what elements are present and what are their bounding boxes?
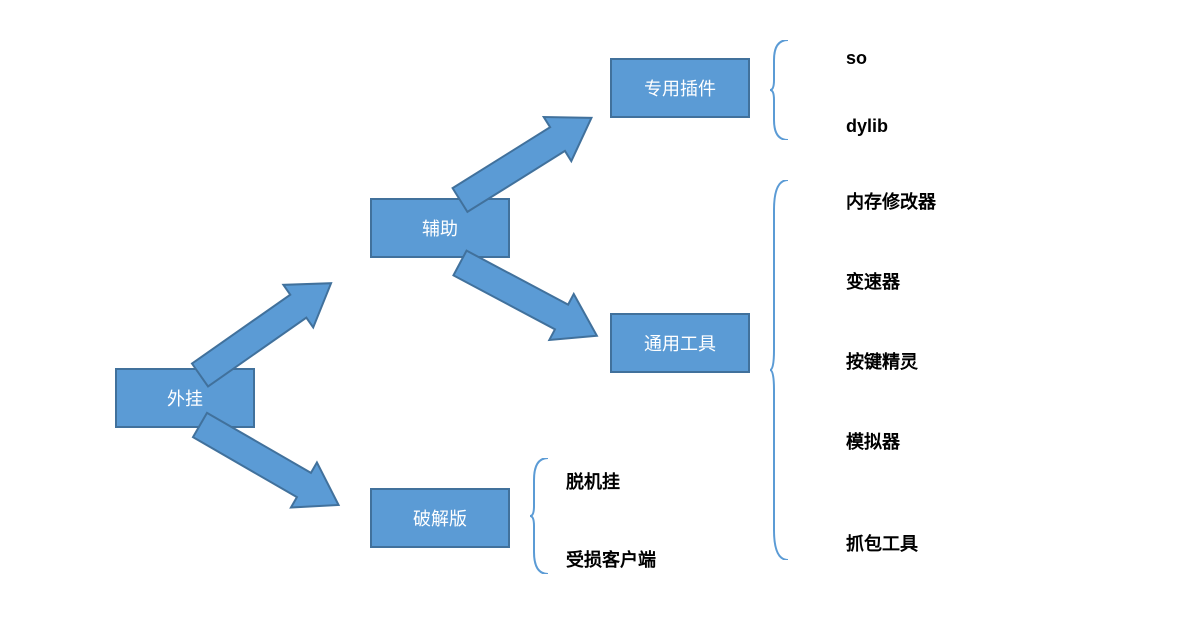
leaf-offline-bot: 脱机挂 (566, 468, 620, 494)
diagram-canvas: 外挂 辅助 专用插件 通用工具 破解版 (0, 0, 1198, 626)
node-root-label: 外挂 (167, 385, 203, 411)
brace-plugin (770, 40, 794, 140)
node-tools-label: 通用工具 (644, 330, 716, 356)
leaf-damaged-client: 受损客户端 (566, 546, 656, 572)
node-tools: 通用工具 (610, 313, 750, 373)
node-plugin-label: 专用插件 (644, 75, 716, 101)
arrow-assist-plugin (460, 100, 630, 230)
arrow-root-crack (200, 410, 380, 550)
node-crack-label: 破解版 (413, 505, 467, 531)
leaf-packet-capture: 抓包工具 (846, 530, 918, 556)
leaf-emulator: 模拟器 (846, 428, 900, 454)
leaf-so: so (846, 48, 867, 69)
arrow-root-assist (200, 260, 380, 400)
brace-tools (770, 180, 794, 560)
brace-crack (530, 458, 554, 574)
leaf-dylib: dylib (846, 116, 888, 137)
node-crack: 破解版 (370, 488, 510, 548)
node-plugin: 专用插件 (610, 58, 750, 118)
leaf-memory-editor: 内存修改器 (846, 188, 936, 214)
leaf-speed-changer: 变速器 (846, 268, 900, 294)
node-assist-label: 辅助 (422, 215, 458, 241)
leaf-key-wizard: 按键精灵 (846, 348, 918, 374)
arrow-assist-tools (460, 248, 630, 378)
